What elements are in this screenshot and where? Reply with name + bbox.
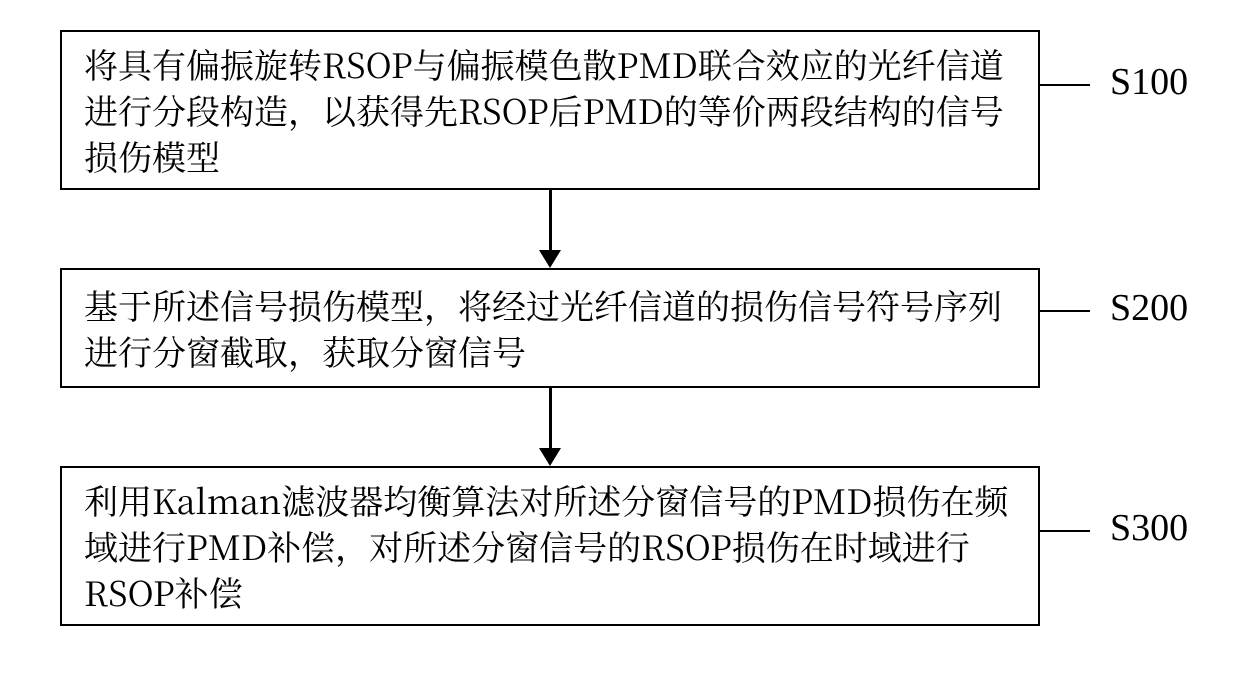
flow-row-s200: 基于所述信号损伤模型，将经过光纤信道的损伤信号符号序列进行分窗截取，获取分窗信号…	[30, 268, 1210, 388]
flowchart: 将具有偏振旋转RSOP与偏振模色散PMD联合效应的光纤信道进行分段构造，以获得先…	[30, 30, 1210, 626]
flow-arrow-1	[30, 190, 1210, 268]
arrow-line	[549, 190, 552, 250]
flow-node-text: 将具有偏振旋转RSOP与偏振模色散PMD联合效应的光纤信道进行分段构造，以获得先…	[84, 41, 1016, 179]
flow-label-s100: S100	[1110, 60, 1188, 104]
flow-label-s300: S300	[1110, 506, 1188, 550]
flow-node-s100: 将具有偏振旋转RSOP与偏振模色散PMD联合效应的光纤信道进行分段构造，以获得先…	[60, 30, 1040, 190]
leader-line-s300	[1040, 530, 1090, 532]
arrowhead-down-icon	[539, 250, 561, 268]
leader-line-s100	[1040, 84, 1090, 86]
arrowhead-down-icon	[539, 448, 561, 466]
flow-label-s200: S200	[1110, 286, 1188, 330]
flow-node-text: 基于所述信号损伤模型，将经过光纤信道的损伤信号符号序列进行分窗截取，获取分窗信号	[84, 282, 1016, 374]
arrow-line	[549, 388, 552, 448]
flow-node-s200: 基于所述信号损伤模型，将经过光纤信道的损伤信号符号序列进行分窗截取，获取分窗信号	[60, 268, 1040, 388]
flow-arrow-2	[30, 388, 1210, 466]
leader-line-s200	[1040, 310, 1090, 312]
flow-node-text: 利用Kalman滤波器均衡算法对所述分窗信号的PMD损伤在频域进行PMD补偿，对…	[84, 477, 1016, 615]
flow-row-s300: 利用Kalman滤波器均衡算法对所述分窗信号的PMD损伤在频域进行PMD补偿，对…	[30, 466, 1210, 626]
flow-node-s300: 利用Kalman滤波器均衡算法对所述分窗信号的PMD损伤在频域进行PMD补偿，对…	[60, 466, 1040, 626]
flow-row-s100: 将具有偏振旋转RSOP与偏振模色散PMD联合效应的光纤信道进行分段构造，以获得先…	[30, 30, 1210, 190]
